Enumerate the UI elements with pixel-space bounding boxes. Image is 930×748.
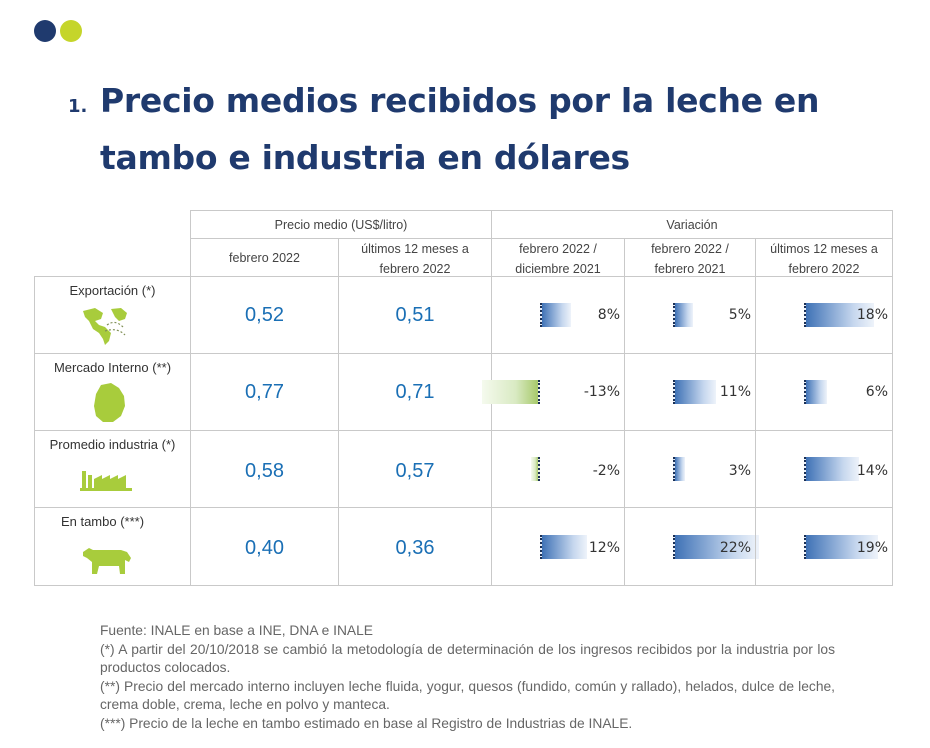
price-12m-value: 0,57 bbox=[395, 460, 435, 482]
variation-cell: 22% bbox=[624, 507, 759, 586]
variation-value: -2% bbox=[592, 463, 620, 479]
footnote-1: (*) A partir del 20/10/2018 se cambió la… bbox=[100, 641, 835, 676]
column-header: últimos 12 meses a febrero 2022 bbox=[338, 238, 492, 277]
row-label-cell: En tambo (***) bbox=[34, 507, 191, 586]
variation-value: 22% bbox=[719, 540, 751, 556]
price-12m-value: 0,71 bbox=[395, 381, 435, 403]
uruguay-map-icon bbox=[94, 383, 125, 422]
price-cell: 0,51 bbox=[338, 276, 492, 354]
heading-number: 1. bbox=[68, 96, 88, 117]
variation-cell: 11% bbox=[624, 353, 756, 431]
column-header: febrero 2022 / febrero 2021 bbox=[624, 238, 756, 277]
variation-cell: 8% bbox=[491, 276, 625, 354]
world-map-americas-icon bbox=[83, 308, 127, 345]
group-header-variation-label: Variación bbox=[666, 218, 718, 232]
price-cell: 0,71 bbox=[338, 353, 492, 431]
variation-cell: -13% bbox=[482, 353, 625, 431]
price-cell: 0,40 bbox=[190, 507, 339, 586]
group-header-price-label: Precio medio (US$/litro) bbox=[274, 218, 408, 232]
variation-bar bbox=[804, 380, 827, 404]
row-label: En tambo (***) bbox=[60, 514, 145, 529]
price-feb-value: 0,52 bbox=[245, 304, 284, 326]
price-feb-value: 0,77 bbox=[245, 381, 284, 403]
group-header-price: Precio medio (US$/litro) bbox=[190, 210, 492, 239]
column-header-label: últimos 12 meses a febrero 2022 bbox=[361, 242, 469, 276]
variation-cell: 19% bbox=[755, 507, 893, 586]
footnote-3: (***) Precio de la leche en tambo estima… bbox=[100, 715, 633, 731]
price-cell: 0,77 bbox=[190, 353, 339, 431]
variation-bar bbox=[673, 380, 716, 404]
brand-dots bbox=[34, 20, 82, 42]
variation-value: 5% bbox=[728, 307, 751, 323]
row-label-cell: Exportación (*) bbox=[34, 276, 191, 354]
variation-bar bbox=[673, 535, 759, 559]
column-header: febrero 2022 / diciembre 2021 bbox=[491, 238, 625, 277]
variation-bar bbox=[482, 380, 540, 404]
variation-bar bbox=[804, 303, 874, 327]
variation-cell: 14% bbox=[755, 430, 893, 508]
column-header-label: febrero 2022 / diciembre 2021 bbox=[515, 242, 601, 276]
price-12m-value: 0,51 bbox=[395, 304, 435, 326]
column-header-label: febrero 2022 / febrero 2021 bbox=[651, 242, 729, 276]
variation-value: 11% bbox=[719, 384, 751, 400]
variation-bar bbox=[540, 535, 587, 559]
variation-bar bbox=[673, 457, 685, 481]
variation-bar bbox=[531, 457, 540, 481]
column-header-label: últimos 12 meses a febrero 2022 bbox=[770, 242, 878, 276]
row-label: Promedio industria (*) bbox=[49, 437, 176, 452]
footnote-2: (**) Precio del mercado interno incluyen… bbox=[100, 678, 835, 713]
variation-value: 3% bbox=[728, 463, 751, 479]
variation-value: 18% bbox=[856, 307, 888, 323]
variation-cell: 18% bbox=[755, 276, 893, 354]
variation-cell: 6% bbox=[755, 353, 893, 431]
variation-bar bbox=[804, 457, 859, 481]
navy-dot bbox=[34, 20, 56, 42]
cow-icon bbox=[83, 548, 131, 574]
price-cell: 0,52 bbox=[190, 276, 339, 354]
variation-cell: 3% bbox=[624, 430, 756, 508]
variation-cell: 5% bbox=[624, 276, 756, 354]
variation-bar bbox=[804, 535, 878, 559]
factory-icon bbox=[80, 471, 132, 491]
variation-cell: 12% bbox=[491, 507, 625, 586]
row-label: Exportación (*) bbox=[69, 283, 156, 298]
column-header: febrero 2022 bbox=[190, 238, 339, 277]
variation-value: 8% bbox=[597, 307, 620, 323]
source-note: Fuente: INALE en base a INE, DNA e INALE bbox=[100, 623, 374, 638]
variation-value: 12% bbox=[588, 540, 620, 556]
row-label-cell: Mercado Interno (**) bbox=[34, 353, 191, 431]
variation-cell: -2% bbox=[491, 430, 625, 508]
price-feb-value: 0,58 bbox=[245, 460, 284, 482]
row-label-cell: Promedio industria (*) bbox=[34, 430, 191, 508]
column-header: últimos 12 meses a febrero 2022 bbox=[755, 238, 893, 277]
price-cell: 0,57 bbox=[338, 430, 492, 508]
variation-bar bbox=[540, 303, 571, 327]
variation-value: -13% bbox=[583, 384, 620, 400]
group-header-variation: Variación bbox=[491, 210, 893, 239]
price-cell: 0,58 bbox=[190, 430, 339, 508]
slide-title: Precio medios recibidos por la leche en … bbox=[100, 81, 820, 177]
variation-bar bbox=[673, 303, 693, 327]
column-header-label: febrero 2022 bbox=[229, 251, 300, 265]
footnotes: Fuente: INALE en base a INE, DNA e INALE… bbox=[100, 622, 835, 733]
variation-value: 19% bbox=[856, 540, 888, 556]
price-12m-value: 0,36 bbox=[395, 537, 435, 559]
row-label: Mercado Interno (**) bbox=[53, 360, 172, 375]
price-cell: 0,36 bbox=[338, 507, 492, 586]
price-feb-value: 0,40 bbox=[245, 537, 284, 559]
variation-value: 14% bbox=[856, 463, 888, 479]
variation-value: 6% bbox=[865, 384, 888, 400]
lime-dot bbox=[60, 20, 82, 42]
